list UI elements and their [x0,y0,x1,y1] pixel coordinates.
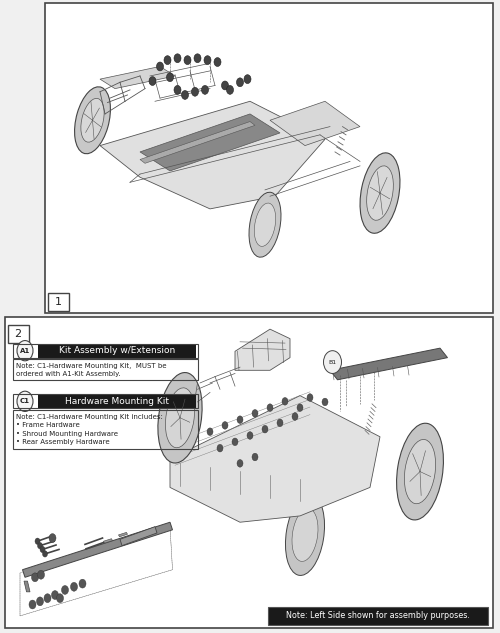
Circle shape [29,600,36,609]
Circle shape [252,453,258,461]
Text: Kit Assembly w/Extension: Kit Assembly w/Extension [58,346,175,355]
Circle shape [166,73,173,82]
Ellipse shape [404,439,436,504]
Ellipse shape [292,508,318,561]
Circle shape [282,398,288,405]
Ellipse shape [396,423,444,520]
Circle shape [40,546,45,553]
Circle shape [232,438,238,446]
Circle shape [214,58,221,66]
Circle shape [49,534,56,542]
Text: Note: Left Side shown for assembly purposes.: Note: Left Side shown for assembly purpo… [286,611,470,620]
Circle shape [324,351,342,373]
Polygon shape [235,329,290,370]
FancyBboxPatch shape [268,607,488,625]
Circle shape [174,85,181,94]
Circle shape [70,582,78,591]
Polygon shape [140,114,280,171]
Circle shape [36,597,44,606]
Circle shape [35,538,40,544]
Circle shape [217,444,223,452]
Circle shape [277,419,283,427]
Circle shape [32,573,38,582]
Ellipse shape [81,98,104,142]
Ellipse shape [360,153,400,234]
Circle shape [204,56,211,65]
Circle shape [42,551,48,557]
Circle shape [237,460,243,467]
Circle shape [184,56,191,65]
Circle shape [164,56,171,65]
Text: Hardware Mounting Kit: Hardware Mounting Kit [65,397,169,406]
Ellipse shape [74,87,110,154]
Ellipse shape [158,373,202,463]
Polygon shape [120,527,157,546]
Ellipse shape [286,494,325,575]
Circle shape [207,428,213,436]
Circle shape [149,77,156,85]
Text: Note: C1-Hardware Mounting Kit,  MUST be
ordered with A1-Kit Assembly.: Note: C1-Hardware Mounting Kit, MUST be … [16,363,167,377]
Text: A1: A1 [20,348,30,354]
Circle shape [52,591,59,599]
FancyBboxPatch shape [45,3,492,313]
Ellipse shape [249,192,281,257]
Circle shape [236,78,244,87]
Circle shape [262,425,268,433]
Ellipse shape [254,203,276,246]
Text: Note: C1-Hardware Mounting Kit includes:
• Frame Hardware
• Shroud Mounting Hard: Note: C1-Hardware Mounting Kit includes:… [16,414,164,446]
Circle shape [252,410,258,417]
Circle shape [192,87,198,96]
Circle shape [222,81,228,90]
Text: 2: 2 [14,329,21,339]
Circle shape [44,594,51,603]
Circle shape [237,416,243,423]
Polygon shape [104,539,112,543]
Circle shape [194,54,201,63]
Circle shape [244,75,251,84]
Polygon shape [330,348,448,380]
Polygon shape [270,101,360,146]
Text: C1: C1 [20,398,30,404]
FancyBboxPatch shape [38,344,196,358]
FancyBboxPatch shape [38,394,196,408]
Polygon shape [100,66,175,89]
Circle shape [307,394,313,401]
Circle shape [38,542,43,549]
Circle shape [62,586,68,594]
Circle shape [79,579,86,588]
Polygon shape [22,522,172,577]
Circle shape [226,85,234,94]
Circle shape [56,594,64,603]
Polygon shape [24,581,30,592]
Circle shape [17,391,33,411]
Circle shape [38,570,44,579]
Circle shape [222,422,228,429]
FancyBboxPatch shape [5,316,492,628]
FancyBboxPatch shape [48,293,68,311]
Circle shape [182,91,188,99]
Text: B1: B1 [328,360,336,365]
Circle shape [156,62,164,71]
Polygon shape [100,101,325,209]
Polygon shape [170,396,380,522]
Circle shape [297,404,303,411]
Circle shape [292,413,298,420]
Ellipse shape [366,166,394,220]
Ellipse shape [166,388,194,448]
FancyBboxPatch shape [8,325,28,343]
Polygon shape [118,532,128,537]
Circle shape [267,404,273,411]
Text: 1: 1 [54,297,62,307]
Circle shape [202,85,208,94]
Circle shape [247,432,253,439]
Circle shape [17,341,33,361]
Circle shape [322,398,328,406]
Circle shape [174,54,181,63]
Polygon shape [140,122,255,163]
